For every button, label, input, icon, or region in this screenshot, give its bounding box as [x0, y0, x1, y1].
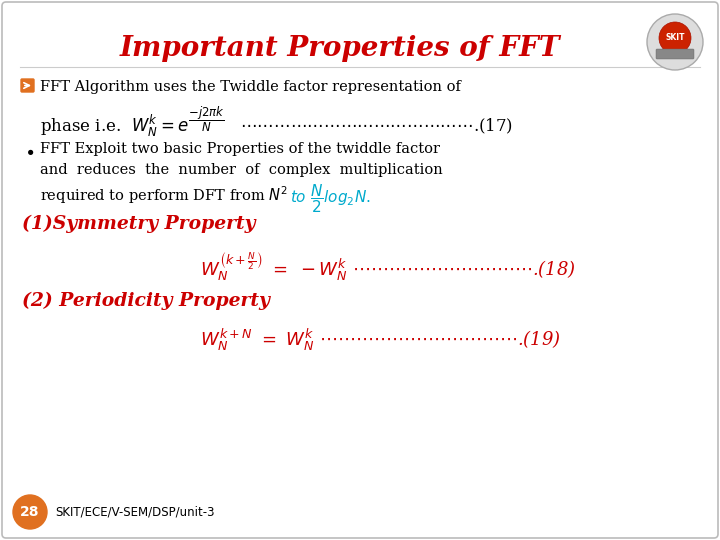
Text: FFT Algorithm uses the Twiddle factor representation of: FFT Algorithm uses the Twiddle factor re…: [40, 80, 461, 94]
Text: Important Properties of FFT: Important Properties of FFT: [120, 35, 560, 62]
Text: and  reduces  the  number  of  complex  multiplication: and reduces the number of complex multip…: [40, 163, 443, 177]
Text: $to\ \dfrac{N}{2}log_2 N.$: $to\ \dfrac{N}{2}log_2 N.$: [290, 182, 371, 215]
Text: $\bullet$: $\bullet$: [24, 142, 35, 160]
Text: SKIT: SKIT: [665, 33, 685, 43]
Text: phase i.e.  $W_N^k = e^{\dfrac{-j2\pi k}{N}}$   $\cdots\cdots\cdots\cdots\cdots\: phase i.e. $W_N^k = e^{\dfrac{-j2\pi k}{…: [40, 105, 513, 139]
Circle shape: [659, 22, 691, 54]
Circle shape: [647, 14, 703, 70]
Text: required to perform DFT from $N^2$: required to perform DFT from $N^2$: [40, 184, 288, 206]
Text: FFT Exploit two basic Properties of the twiddle factor: FFT Exploit two basic Properties of the …: [40, 142, 440, 156]
Circle shape: [13, 495, 47, 529]
FancyBboxPatch shape: [21, 79, 34, 92]
Text: SKIT/ECE/V-SEM/DSP/unit-3: SKIT/ECE/V-SEM/DSP/unit-3: [55, 505, 215, 518]
FancyBboxPatch shape: [656, 49, 694, 59]
Text: (1)Symmetry Property: (1)Symmetry Property: [22, 215, 256, 233]
Text: 28: 28: [20, 505, 40, 519]
Text: $W^{k+N}_N\ =\ W_N^k\ \cdots\cdots\cdots\cdots\cdots\cdots\cdots\cdots\cdots\cdo: $W^{k+N}_N\ =\ W_N^k\ \cdots\cdots\cdots…: [200, 327, 561, 353]
Text: (2) Periodicity Property: (2) Periodicity Property: [22, 292, 270, 310]
Text: $W^{\left(k+\frac{N}{2}\right)}_N\ =\ -W_N^k\ \cdots\cdots\cdots\cdots\cdots\cdo: $W^{\left(k+\frac{N}{2}\right)}_N\ =\ -W…: [200, 250, 576, 283]
